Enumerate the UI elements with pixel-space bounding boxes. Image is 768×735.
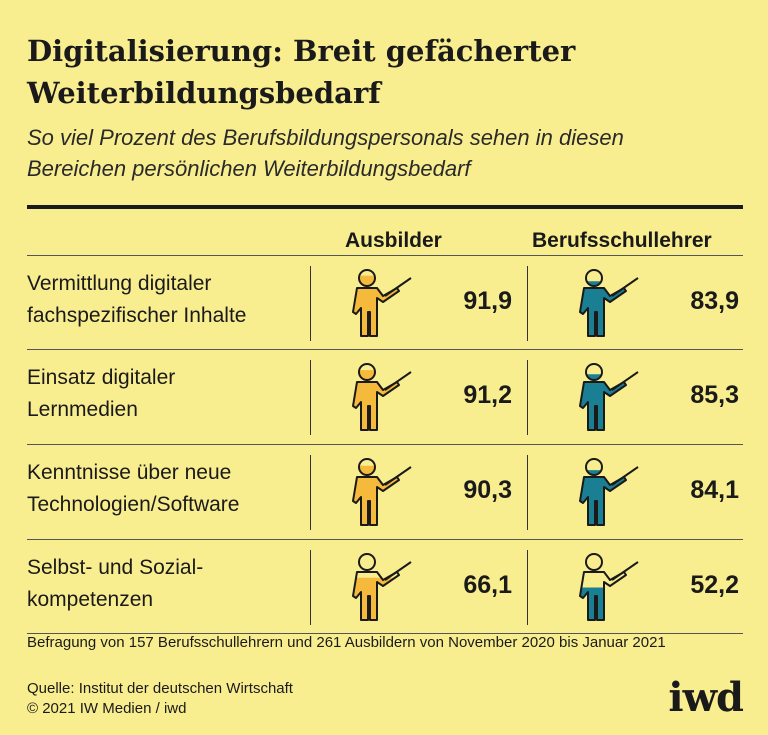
source-line-1: Quelle: Institut der deutschen Wirtschaf… <box>27 680 293 697</box>
column-divider <box>310 455 311 530</box>
footnote: Befragung von 157 Berufsschullehrern und… <box>27 634 666 651</box>
row-label-line-2: kompetenzen <box>27 588 154 611</box>
column-header-ausbilder: Ausbilder <box>345 229 442 252</box>
title-line-1: Digitalisierung: Breit gefächerter <box>27 34 576 68</box>
ausbilder-figure-icon <box>345 266 415 341</box>
column-divider <box>527 455 528 530</box>
column-divider <box>527 266 528 341</box>
row-label-line-1: Vermittlung digitaler <box>27 272 212 295</box>
ausbilder-figure-icon <box>345 455 415 530</box>
row-label-line-2: Technologien/Software <box>27 493 240 516</box>
iwd-logo: iwd <box>668 674 744 721</box>
lehrer-figure-icon <box>572 550 642 625</box>
row-label: Einsatz digitaler Lernmedien <box>27 362 307 426</box>
column-divider <box>310 266 311 341</box>
column-divider <box>310 360 311 435</box>
row-label-line-1: Kenntnisse über neue <box>27 461 232 484</box>
ausbilder-figure-icon <box>345 360 415 435</box>
lehrer-value-label: 85,3 <box>690 381 739 409</box>
row-label: Selbst- und Sozial-kompetenzen <box>27 552 307 616</box>
row-separator <box>27 633 743 634</box>
copyright-line: © 2021 IW Medien / iwd <box>27 700 187 717</box>
lehrer-value-label: 83,9 <box>690 287 739 315</box>
column-header-berufsschullehrer: Berufsschullehrer <box>532 229 712 252</box>
table-row: Vermittlung digitaler fachspezifischer In… <box>27 256 743 351</box>
row-label: Kenntnisse über neue Technologien/Softwar… <box>27 457 307 521</box>
table-row: Kenntnisse über neue Technologien/Softwar… <box>27 445 743 540</box>
row-label-line-2: Lernmedien <box>27 398 138 421</box>
row-separator <box>27 349 743 350</box>
table-row: Selbst- und Sozial-kompetenzen 66,1 52,2 <box>27 540 743 635</box>
row-label: Vermittlung digitaler fachspezifischer In… <box>27 268 307 332</box>
row-separator <box>27 255 743 256</box>
ausbilder-value-label: 91,2 <box>463 381 512 409</box>
column-divider <box>527 550 528 625</box>
row-separator <box>27 444 743 445</box>
title-line-2: Weiterbildungsbedarf <box>27 76 381 110</box>
lehrer-value-label: 84,1 <box>690 476 739 504</box>
ausbilder-figure-icon <box>345 550 415 625</box>
lehrer-figure-icon <box>572 266 642 341</box>
table-row: Einsatz digitaler Lernmedien 91,2 85,3 <box>27 350 743 445</box>
subtitle-line-1: So viel Prozent des Berufsbildungsperson… <box>27 125 624 150</box>
ausbilder-value-label: 66,1 <box>463 571 512 599</box>
lehrer-value-label: 52,2 <box>690 571 739 599</box>
top-rule <box>27 205 743 209</box>
ausbilder-value-label: 90,3 <box>463 476 512 504</box>
chart-subtitle: So viel Prozent des Berufsbildungsperson… <box>27 122 747 184</box>
lehrer-figure-icon <box>572 455 642 530</box>
row-separator <box>27 539 743 540</box>
column-divider <box>310 550 311 625</box>
column-divider <box>527 360 528 435</box>
source-note: Quelle: Institut der deutschen Wirtschaf… <box>27 679 293 719</box>
ausbilder-value-label: 91,9 <box>463 287 512 315</box>
row-label-line-1: Selbst- und Sozial- <box>27 556 204 579</box>
subtitle-line-2: Bereichen persönlichen Weiterbildungsbed… <box>27 156 471 181</box>
row-label-line-1: Einsatz digitaler <box>27 366 176 389</box>
chart-title: Digitalisierung: Breit gefächerter Weite… <box>27 30 747 114</box>
lehrer-figure-icon <box>572 360 642 435</box>
row-label-line-2: fachspezifischer Inhalte <box>27 304 247 327</box>
